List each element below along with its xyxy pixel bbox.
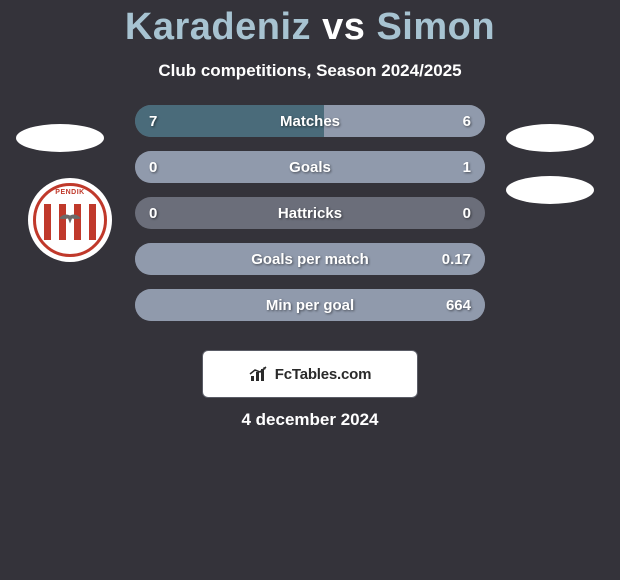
player2-name: Simon <box>376 6 495 48</box>
page-title: Karadeniz vs Simon <box>0 0 620 49</box>
player1-name: Karadeniz <box>125 6 311 48</box>
team-badge-left-top <box>16 124 104 152</box>
stat-value-right: 6 <box>463 113 471 130</box>
attribution-badge[interactable]: FcTables.com <box>202 350 418 398</box>
stat-value-right: 0.17 <box>442 251 471 268</box>
stat-value-right: 664 <box>446 297 471 314</box>
stat-row: Min per goal664 <box>135 289 485 321</box>
stat-label: Hattricks <box>135 205 485 222</box>
stat-value-left: 7 <box>149 113 157 130</box>
vs-word: vs <box>322 6 365 48</box>
attribution-text: FcTables.com <box>275 366 372 383</box>
club-badge-pendik: PENDIK <box>28 178 112 262</box>
stat-label: Matches <box>135 113 485 130</box>
stat-value-left: 0 <box>149 205 157 222</box>
chart-icon <box>249 366 269 382</box>
stat-label: Goals per match <box>135 251 485 268</box>
stat-row: Hattricks0 0 <box>135 197 485 229</box>
stat-value-right: 0 <box>463 205 471 222</box>
eagle-icon <box>57 211 83 230</box>
stat-value-right: 1 <box>463 159 471 176</box>
stat-row: Goals0 1 <box>135 151 485 183</box>
stat-label: Min per goal <box>135 297 485 314</box>
subtitle: Club competitions, Season 2024/2025 <box>0 61 620 81</box>
team-badge-right-top <box>506 124 594 152</box>
team-badge-right-bottom <box>506 176 594 204</box>
date-text: 4 december 2024 <box>0 410 620 430</box>
stat-value-left: 0 <box>149 159 157 176</box>
stat-row: Matches7 6 <box>135 105 485 137</box>
club-badge-text: PENDIK <box>55 189 84 196</box>
stat-row: Goals per match0.17 <box>135 243 485 275</box>
stat-label: Goals <box>135 159 485 176</box>
